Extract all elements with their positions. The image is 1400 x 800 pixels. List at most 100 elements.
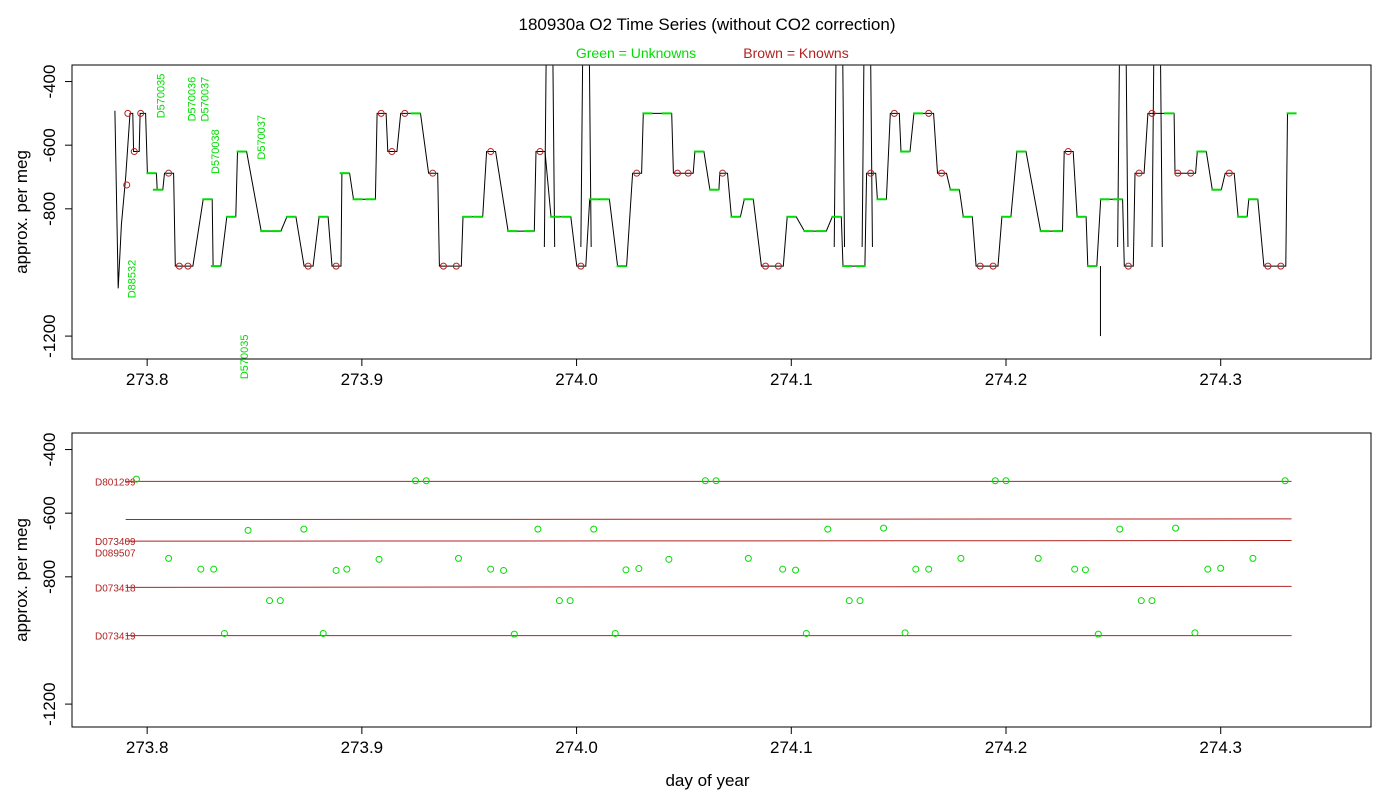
unknown-point <box>220 629 228 637</box>
unknown-point <box>566 597 574 605</box>
unknown-point <box>1191 629 1199 637</box>
unknown-point <box>957 554 965 562</box>
unknown-point <box>300 525 308 533</box>
unknown-point <box>210 565 218 573</box>
unknown-point <box>1081 566 1089 574</box>
x-tick-label: 274.0 <box>555 370 598 389</box>
unknown-point <box>375 555 383 563</box>
unknown-point <box>1034 554 1042 562</box>
x-axis-label: day of year <box>665 771 749 790</box>
unknown-point <box>991 477 999 485</box>
unknown-point <box>665 555 673 563</box>
known-marker <box>867 169 875 177</box>
known-marker <box>184 262 192 270</box>
x-tick-label: 274.1 <box>770 370 813 389</box>
known-marker <box>388 148 396 156</box>
sample-annotation: D570035 <box>239 335 251 380</box>
unknown-point <box>1071 565 1079 573</box>
x-tick-label: 274.2 <box>985 370 1028 389</box>
reference-line <box>125 540 1292 542</box>
unknown-point <box>555 597 563 605</box>
known-marker <box>762 262 770 270</box>
flush-spike <box>1151 65 1163 248</box>
known-marker <box>401 109 409 117</box>
sample-annotation: D570037 <box>256 115 268 160</box>
sample-annotation: D88532 <box>126 260 138 299</box>
unknown-point <box>343 565 351 573</box>
known-marker <box>452 262 460 270</box>
flush-spike <box>861 65 873 248</box>
y-tick-label: -600 <box>40 128 59 162</box>
known-marker <box>487 148 495 156</box>
known-marker <box>124 109 132 117</box>
unknown-point <box>635 565 643 573</box>
unknown-point <box>1204 565 1212 573</box>
known-marker <box>130 148 138 156</box>
unknown-point <box>454 554 462 562</box>
unknown-point <box>856 597 864 605</box>
known-marker <box>1225 169 1233 177</box>
chart-title: 180930a O2 Time Series (without CO2 corr… <box>518 15 895 34</box>
unknown-point <box>510 630 518 638</box>
known-marker <box>925 109 933 117</box>
known-marker <box>123 181 131 189</box>
unknown-point <box>276 597 284 605</box>
known-marker <box>719 169 727 177</box>
x-tick-label: 273.8 <box>126 738 169 757</box>
unknown-point <box>1002 477 1010 485</box>
x-tick-label: 274.0 <box>555 738 598 757</box>
unknown-point <box>901 629 909 637</box>
reference-line <box>125 585 1292 588</box>
reference-label: D073418 <box>95 583 136 594</box>
y-tick-label: -400 <box>40 65 59 99</box>
unknown-point <box>266 597 274 605</box>
unknown-point <box>701 477 709 485</box>
sample-annotation: D570036 <box>186 77 198 122</box>
unknown-point <box>1281 477 1289 485</box>
known-marker <box>332 262 340 270</box>
known-marker <box>1148 109 1156 117</box>
unknown-point <box>824 525 832 533</box>
known-marker <box>175 262 183 270</box>
flush-spike <box>833 65 846 248</box>
y-tick-label: -400 <box>40 433 59 467</box>
x-tick-label: 274.2 <box>985 738 1028 757</box>
legend-knowns: Brown = Knowns <box>743 45 848 61</box>
x-tick-label: 273.9 <box>341 738 384 757</box>
unknown-point <box>622 566 630 574</box>
y-tick-label: -1200 <box>40 314 59 357</box>
unknown-point <box>1148 597 1156 605</box>
unknown-point <box>412 477 420 485</box>
unknown-point <box>779 565 787 573</box>
y-tick-label: -800 <box>40 192 59 226</box>
unknown-point <box>132 475 140 483</box>
unknown-point <box>1094 630 1102 638</box>
known-marker <box>1064 148 1072 156</box>
reference-line <box>125 518 1292 521</box>
unknown-point <box>500 566 508 574</box>
x-tick-label: 273.8 <box>126 370 169 389</box>
known-marker <box>536 148 544 156</box>
known-marker <box>976 262 984 270</box>
unknown-point <box>319 629 327 637</box>
known-marker <box>890 109 898 117</box>
known-marker <box>165 169 173 177</box>
unknown-point <box>332 566 340 574</box>
y-tick-label: -1200 <box>40 682 59 725</box>
known-marker <box>377 109 385 117</box>
x-tick-label: 274.3 <box>1199 738 1242 757</box>
known-marker <box>633 169 641 177</box>
flush-spike <box>1117 65 1129 248</box>
top-panel: 273.8 273.9 274.0 274.1 274.2 274.3 -400 -600 -8… <box>12 64 1372 389</box>
known-marker <box>938 169 946 177</box>
sample-annotation: D570037 <box>199 77 211 122</box>
plot-frame <box>71 432 1372 728</box>
known-marker <box>439 262 447 270</box>
unknown-point <box>165 554 173 562</box>
unknown-point <box>802 629 810 637</box>
unknown-point <box>845 597 853 605</box>
y-tick-label: -800 <box>40 560 59 594</box>
bottom-panel: 273.8 273.9 274.0 274.1 274.2 274.3 -400 -600 -8… <box>12 432 1372 790</box>
sample-annotation: D570035 <box>155 74 167 119</box>
